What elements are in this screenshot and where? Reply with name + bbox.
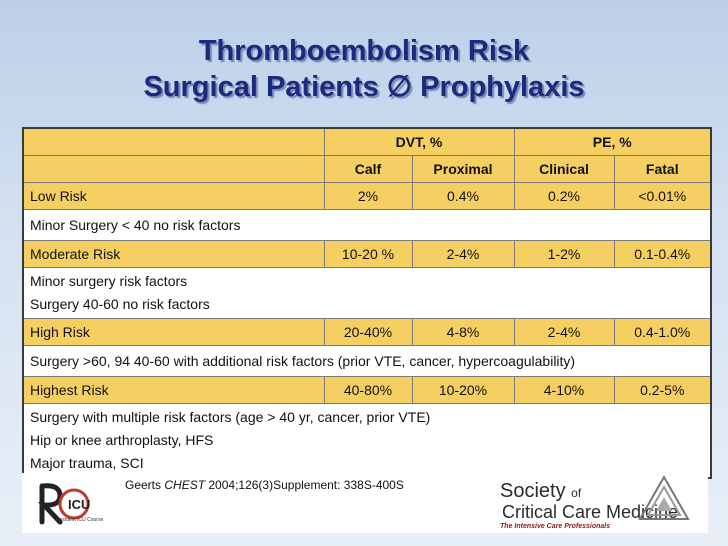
value-fatal: 0.2-5%: [613, 376, 710, 404]
header-proximal: Proximal: [411, 155, 514, 183]
citation-journal: CHEST: [164, 478, 206, 492]
description-line: Minor surgery risk factors: [30, 273, 188, 289]
risk-label: High Risk: [24, 318, 324, 346]
ricu-logo-caption: Resident ICU Course: [56, 517, 104, 523]
citation-author: Geerts: [125, 478, 162, 492]
value-clinical: 1-2%: [513, 240, 614, 268]
sccm-of-word: of: [571, 486, 582, 500]
sccm-society: Society of: [500, 480, 581, 503]
risk-row-moderate: Moderate Risk 10-20 % 2-4% 1-2% 0.1-0.4%: [24, 240, 710, 268]
risk-label: Low Risk: [24, 182, 324, 210]
risk-description: Surgery with multiple risk factors (age …: [24, 403, 710, 477]
risk-row-low: Low Risk 2% 0.4% 0.2% <0.01%: [24, 182, 710, 210]
header-clinical: Clinical: [513, 155, 614, 183]
risk-row-high: High Risk 20-40% 4-8% 2-4% 0.4-1.0%: [24, 318, 710, 346]
value-proximal: 2-4%: [411, 240, 514, 268]
description-line: Surgery 40-60 no risk factors: [30, 296, 210, 312]
risk-row-highest: Highest Risk 40-80% 10-20% 4-10% 0.2-5%: [24, 376, 710, 404]
risk-label: Highest Risk: [24, 376, 324, 404]
value-fatal: 0.4-1.0%: [613, 318, 710, 346]
value-clinical: 2-4%: [513, 318, 614, 346]
risk-description: Minor Surgery < 40 no risk factors: [24, 209, 710, 241]
footer-band: [22, 473, 708, 533]
value-fatal: <0.01%: [613, 182, 710, 210]
slide-title: Thromboembolism Risk Surgical Patients ∅…: [0, 33, 728, 105]
header-dvt: DVT, %: [323, 129, 514, 156]
value-calf: 40-80%: [323, 376, 412, 404]
header-calf: Calf: [323, 155, 412, 183]
description-line: Major trauma, SCI: [30, 455, 144, 471]
value-calf: 2%: [323, 182, 412, 210]
ricu-logo-icon: ICU: [37, 483, 90, 525]
sccm-name: Critical Care Medicine: [502, 502, 679, 522]
risk-description: Minor surgery risk factors Surgery 40-60…: [24, 267, 710, 319]
value-proximal: 10-20%: [411, 376, 514, 404]
value-fatal: 0.1-0.4%: [613, 240, 710, 268]
sub-header-row: Calf Proximal Clinical Fatal: [24, 155, 710, 183]
sccm-society-word: Society: [500, 480, 566, 502]
header-blank: [24, 155, 324, 183]
description-line: Surgery >60, 94 40-60 with additional ri…: [30, 352, 576, 369]
value-calf: 20-40%: [323, 318, 412, 346]
description-line: Hip or knee arthroplasty, HFS: [30, 432, 214, 448]
description-row: Surgery >60, 94 40-60 with additional ri…: [24, 345, 710, 377]
description-row: Surgery with multiple risk factors (age …: [24, 403, 710, 477]
sccm-tagline: The Intensive Care Professionals: [500, 523, 611, 530]
value-proximal: 0.4%: [411, 182, 514, 210]
title-line-2: Surgical Patients ∅ Prophylaxis: [143, 71, 585, 103]
description-line: Minor Surgery < 40 no risk factors: [30, 216, 241, 233]
risk-label: Moderate Risk: [24, 240, 324, 268]
value-calf: 10-20 %: [323, 240, 412, 268]
value-proximal: 4-8%: [411, 318, 514, 346]
sccm-emblem-icon: [638, 475, 690, 520]
header-fatal: Fatal: [613, 155, 710, 183]
risk-description: Surgery >60, 94 40-60 with additional ri…: [24, 345, 710, 377]
header-blank: [24, 129, 324, 156]
header-pe: PE, %: [513, 129, 710, 156]
value-clinical: 0.2%: [513, 182, 614, 210]
citation-reference: 2004;126(3)Supplement: 338S-400S: [208, 478, 404, 492]
description-row: Minor Surgery < 40 no risk factors: [24, 209, 710, 241]
value-clinical: 4-10%: [513, 376, 614, 404]
description-row: Minor surgery risk factors Surgery 40-60…: [24, 267, 710, 319]
risk-table: DVT, % PE, % Calf Proximal Clinical Fata…: [22, 127, 712, 479]
title-line-1: Thromboembolism Risk: [198, 35, 530, 67]
svg-text:ICU: ICU: [68, 497, 90, 512]
group-header-row: DVT, % PE, %: [24, 129, 710, 156]
citation: Geerts CHEST 2004;126(3)Supplement: 338S…: [125, 478, 404, 492]
description-line: Surgery with multiple risk factors (age …: [30, 409, 431, 425]
